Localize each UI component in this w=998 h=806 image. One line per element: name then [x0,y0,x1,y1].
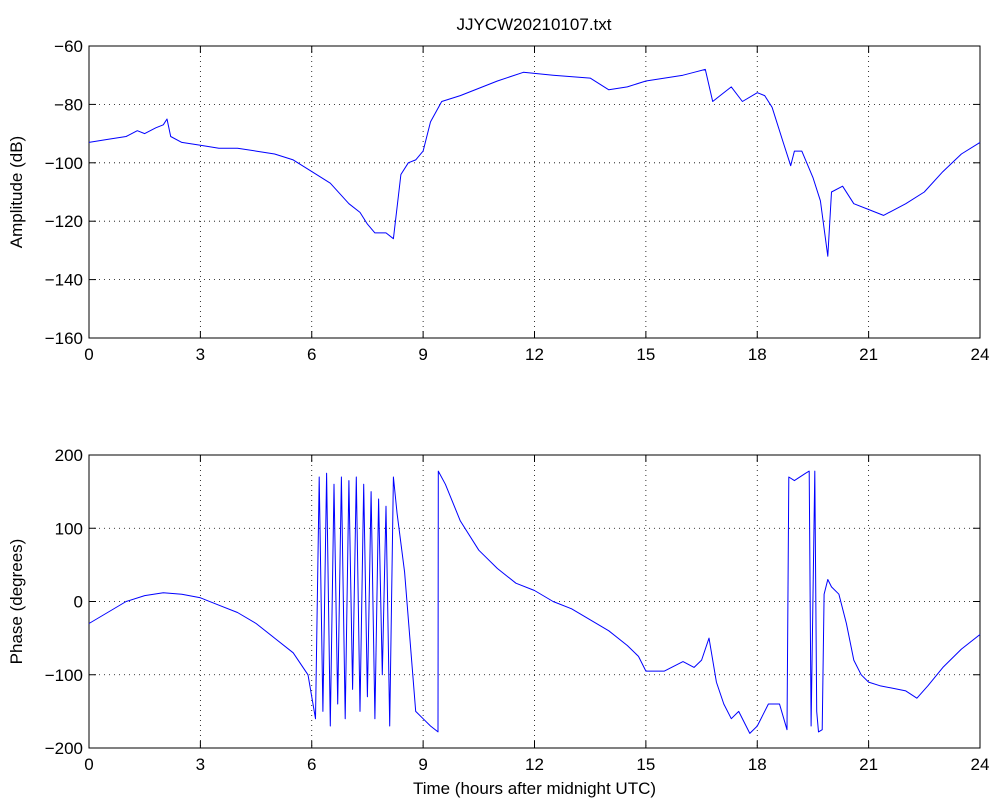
phase-y-axis-label: Phase (degrees) [7,539,26,665]
amplitude-panel: 0 3 6 9 12 15 18 21 24 −160 −140 −120 −100 −80 −60 Ampl… [7,37,989,364]
amplitude-x-tick-label: 21 [859,345,878,364]
amplitude-x-tick-label: 15 [636,345,655,364]
amplitude-x-tick-label: 0 [84,345,93,364]
amplitude-y-axis-label: Amplitude (dB) [7,136,26,248]
amplitude-x-tick-label: 24 [971,345,990,364]
phase-x-tick-label: 21 [859,755,878,774]
phase-y-tick-label: 100 [55,519,83,538]
amplitude-x-tick-label: 9 [418,345,427,364]
amplitude-x-tick-label: 3 [196,345,205,364]
phase-x-tick-label: 18 [748,755,767,774]
phase-x-tick-label: 0 [84,755,93,774]
phase-x-tick-label: 6 [307,755,316,774]
amplitude-y-tick-label: −100 [45,154,83,173]
amplitude-x-tick-label: 6 [307,345,316,364]
figure-title: JJYCW20210107.txt [457,15,612,34]
amplitude-y-tick-label: −80 [54,95,83,114]
phase-x-tick-label: 12 [525,755,544,774]
phase-x-tick-label: 24 [971,755,990,774]
phase-series-line [88,470,981,734]
amplitude-series-line [88,68,981,257]
amplitude-x-tick-label: 18 [748,345,767,364]
phase-y-tick-label: 0 [74,593,83,612]
phase-panel: 0 3 6 9 12 15 18 21 24 −200 −100 0 100 200 Phase (degr… [7,446,989,798]
amplitude-y-tick-label: −60 [54,37,83,56]
amplitude-y-tick-label: −160 [45,329,83,348]
phase-x-tick-label: 3 [196,755,205,774]
amplitude-x-tick-label: 12 [525,345,544,364]
phase-y-tick-label: −200 [45,739,83,758]
phase-y-tick-label: −100 [45,666,83,685]
phase-y-tick-label: 200 [55,446,83,465]
phase-x-tick-label: 15 [636,755,655,774]
phase-x-axis-label: Time (hours after midnight UTC) [413,779,656,798]
amplitude-y-tick-label: −120 [45,212,83,231]
phase-x-tick-label: 9 [418,755,427,774]
amplitude-y-tick-label: −140 [45,271,83,290]
